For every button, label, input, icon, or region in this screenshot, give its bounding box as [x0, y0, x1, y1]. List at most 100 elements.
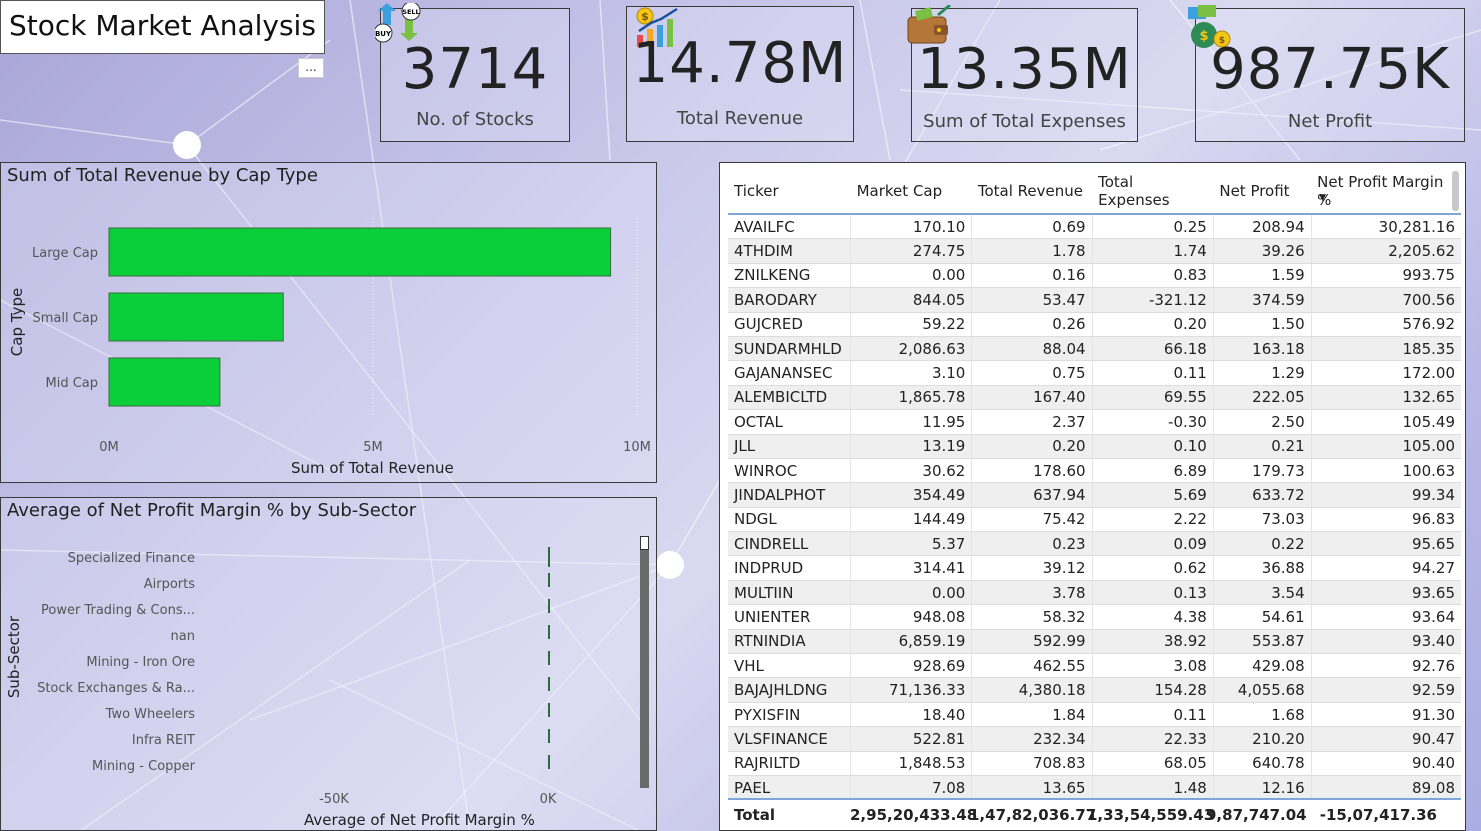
table-row[interactable]: PAEL 7.08 13.65 1.48 12.16 89.08 — [728, 775, 1461, 801]
table-cell: 167.40 — [971, 385, 1093, 411]
page-title-box: Stock Market Analysis — [0, 0, 325, 54]
x-tick-label: -50K — [319, 792, 349, 807]
table-row[interactable]: NDGL 144.49 75.42 2.22 73.03 96.83 — [728, 507, 1461, 533]
scrollbar-thumb[interactable] — [640, 536, 649, 550]
table-row[interactable]: ALEMBICLTD 1,865.78 167.40 69.55 222.05 132.6… — [728, 385, 1461, 411]
table-cell: 99.34 — [1310, 482, 1461, 508]
table-cell: 73.03 — [1212, 507, 1312, 533]
table-row[interactable]: VLSFINANCE 522.81 232.34 22.33 210.20 90.47 — [728, 726, 1461, 752]
sort-descending-icon[interactable]: ▼ — [1319, 193, 1327, 203]
table-cell: 18.40 — [850, 702, 972, 728]
column-header-total-revenue[interactable]: Total Revenue — [971, 169, 1093, 215]
table-cell: MULTIIN — [728, 580, 851, 606]
table-cell: 132.65 — [1310, 385, 1461, 411]
table-row[interactable]: WINROC 30.62 178.60 6.89 179.73 100.63 — [728, 458, 1461, 484]
column-header-net-profit[interactable]: Net Profit — [1213, 169, 1312, 215]
category-label: Stock Exchanges & Ra... — [37, 681, 195, 696]
chart-scrollbar[interactable] — [640, 536, 649, 788]
table-row[interactable]: JLL 13.19 0.20 0.10 0.21 105.00 — [728, 434, 1461, 459]
table-cell: 0.23 — [971, 531, 1093, 557]
table-cell: 2.37 — [971, 409, 1093, 435]
buy-sell-icon: BUY SELL — [375, 3, 421, 43]
table-cell: 0.75 — [971, 360, 1093, 386]
table-row[interactable]: GUJCRED 59.22 0.26 0.20 1.50 576.92 — [728, 312, 1461, 337]
table-cell: 1,848.53 — [850, 751, 972, 776]
table-row[interactable]: SUNDARMHLD 2,086.63 88.04 66.18 163.18 185.35 — [728, 336, 1461, 362]
table-scrollbar[interactable] — [1452, 171, 1459, 211]
table-cell: BAJAJHLDNG — [728, 677, 851, 703]
table-cell: 3.54 — [1212, 580, 1312, 606]
table-cell: 185.35 — [1310, 336, 1461, 362]
column-header-ticker[interactable]: Ticker — [728, 169, 851, 215]
table-row[interactable]: GAJANANSEC 3.10 0.75 0.11 1.29 172.00 — [728, 360, 1461, 386]
table-row[interactable]: JINDALPHOT 354.49 637.94 5.69 633.72 99.34 — [728, 482, 1461, 508]
table-row[interactable]: ZNILKENG 0.00 0.16 0.83 1.59 993.75 — [728, 263, 1461, 289]
table-cell: 1.48 — [1091, 775, 1214, 801]
table-row[interactable]: RTNINDIA 6,859.19 592.99 38.92 553.87 93.40 — [728, 629, 1461, 655]
table-cell: 576.92 — [1310, 312, 1461, 337]
bar[interactable] — [548, 547, 550, 567]
column-header-total-expenses[interactable]: Total Expenses — [1092, 169, 1214, 215]
table-cell: 105.49 — [1310, 409, 1461, 435]
bar-small-cap[interactable] — [108, 292, 284, 342]
table-row[interactable]: UNIENTER 948.08 58.32 4.38 54.61 93.64 — [728, 604, 1461, 630]
table-cell: INDPRUD — [728, 555, 851, 581]
table-row[interactable]: MULTIIN 0.00 3.78 0.13 3.54 93.65 — [728, 580, 1461, 606]
table-row[interactable]: RAJRILTD 1,848.53 708.83 68.05 640.78 90.40 — [728, 751, 1461, 776]
bar-mid-cap[interactable] — [108, 357, 221, 407]
table-row[interactable]: VHL 928.69 462.55 3.08 429.08 92.76 — [728, 653, 1461, 679]
table-cell: 12.16 — [1212, 775, 1312, 801]
category-label: Infra REIT — [132, 733, 195, 748]
more-options-button[interactable]: ... — [298, 58, 324, 78]
column-header-net-profit-margin[interactable]: Net Profit Margin % ▼ — [1311, 169, 1461, 215]
table-cell: 0.09 — [1091, 531, 1214, 557]
svg-text:$: $ — [1219, 36, 1225, 46]
table-row[interactable]: CINDRELL 5.37 0.23 0.09 0.22 95.65 — [728, 531, 1461, 557]
kpi-card-net-profit: $ $ 987.75K Net Profit — [1188, 5, 1465, 142]
table-cell: RAJRILTD — [728, 751, 851, 776]
table-cell: 374.59 — [1212, 287, 1312, 313]
table-cell: 7.08 — [850, 775, 972, 801]
table-cell: 210.20 — [1212, 726, 1312, 752]
column-header-market-cap[interactable]: Market Cap — [850, 169, 972, 215]
stocks-table-card: Ticker Market Cap Total Revenue Total Ex… — [719, 162, 1466, 831]
table-cell: AVAILFC — [728, 214, 851, 240]
table-cell: 5.37 — [850, 531, 972, 557]
chart-title: Sum of Total Revenue by Cap Type — [7, 165, 318, 186]
table-row[interactable]: 4THDIM 274.75 1.78 1.74 39.26 2,205.62 — [728, 238, 1461, 264]
bar[interactable] — [548, 625, 550, 639]
table-row[interactable]: BARODARY 844.05 53.47 -321.12 374.59 700.56 — [728, 287, 1461, 313]
table-cell: 522.81 — [850, 726, 972, 752]
revenue-by-cap-chart[interactable]: Sum of Total Revenue by Cap Type Cap Typ… — [0, 162, 657, 483]
table-cell: 462.55 — [971, 653, 1093, 679]
bar[interactable] — [548, 573, 550, 587]
table-row[interactable]: OCTAL 11.95 2.37 -0.30 2.50 105.49 — [728, 409, 1461, 435]
table-cell: RTNINDIA — [728, 629, 851, 655]
bar[interactable] — [548, 703, 550, 717]
table-row[interactable]: BAJAJHLDNG 71,136.33 4,380.18 154.28 4,055.6… — [728, 677, 1461, 703]
table-cell: 30,281.16 — [1310, 214, 1461, 240]
kpi-label-expenses: Sum of Total Expenses — [923, 111, 1126, 132]
table-cell: 1.29 — [1212, 360, 1312, 386]
bar[interactable] — [548, 651, 550, 665]
bar[interactable] — [548, 599, 550, 613]
bar[interactable] — [548, 755, 550, 769]
table-cell: 0.13 — [1091, 580, 1214, 606]
table-row[interactable]: PYXISFIN 18.40 1.84 0.11 1.68 91.30 — [728, 702, 1461, 728]
bar[interactable] — [548, 677, 550, 691]
table-cell: 93.64 — [1310, 604, 1461, 630]
table-cell: 0.11 — [1091, 360, 1214, 386]
table-cell: 4,055.68 — [1212, 677, 1312, 703]
table-cell: -321.12 — [1091, 287, 1214, 313]
bar-large-cap[interactable] — [108, 227, 612, 277]
table-cell: 172.00 — [1310, 360, 1461, 386]
bar[interactable] — [548, 729, 550, 743]
table-row[interactable]: INDPRUD 314.41 39.12 0.62 36.88 94.27 — [728, 555, 1461, 581]
category-label: nan — [171, 629, 195, 644]
table-row[interactable]: AVAILFC 170.10 0.69 0.25 208.94 30,281.16 — [728, 214, 1461, 240]
npm-by-subsector-chart[interactable]: Average of Net Profit Margin % by Sub-Se… — [0, 497, 657, 831]
table-cell: 0.83 — [1091, 263, 1214, 289]
table-cell: UNIENTER — [728, 604, 851, 630]
table-cell: 4.38 — [1091, 604, 1214, 630]
npm-bars-svg: Specialized Finance Airports Power Trading… — [37, 547, 557, 807]
